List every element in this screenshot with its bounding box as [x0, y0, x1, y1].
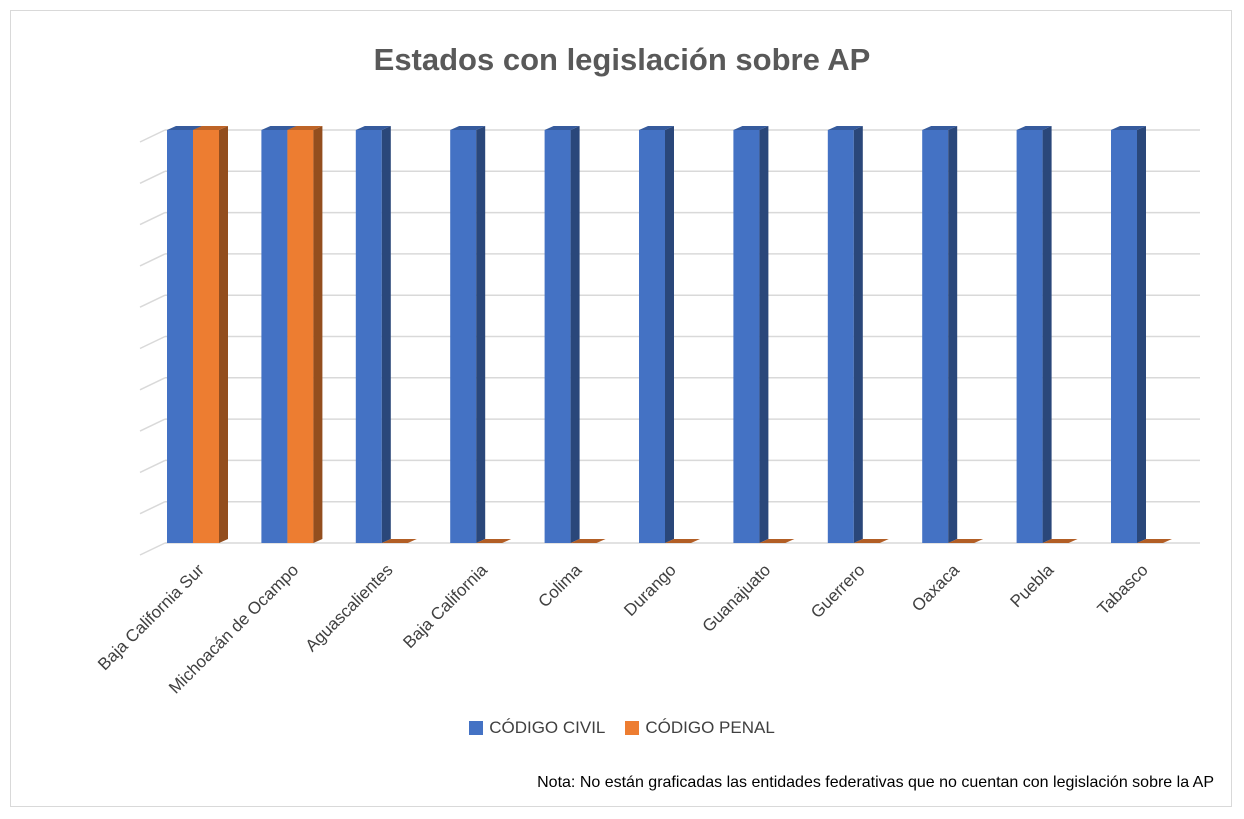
gridline-depth [139, 542, 166, 556]
x-tick-label: Guerrero [807, 560, 869, 622]
gridline-depth [139, 253, 166, 267]
bar-civil [1111, 126, 1146, 543]
x-tick-label: Durango [620, 560, 680, 620]
bar-penal [665, 539, 700, 543]
bar-penal [1137, 539, 1172, 543]
x-tick-label: Baja California [399, 560, 491, 652]
x-tick-label: Puebla [1007, 560, 1058, 611]
bar-penal [853, 539, 889, 543]
bar-penal [193, 126, 228, 543]
chart-note: Nota: No están graficadas las entidades … [537, 774, 1214, 791]
bar-penal [570, 539, 606, 543]
x-tick-label: Tabasco [1094, 560, 1152, 618]
bar-penal [287, 126, 323, 543]
bar-civil [827, 126, 863, 543]
gridline-depth [139, 129, 166, 143]
gridline-depth [139, 335, 166, 350]
legend-item-civil: CÓDIGO CIVIL [469, 718, 605, 738]
legend-label-civil: CÓDIGO CIVIL [489, 718, 606, 737]
bar-civil [1016, 126, 1052, 543]
bar-civil [355, 126, 391, 543]
bar-penal [381, 539, 417, 543]
bar-civil [450, 126, 486, 543]
legend-item-penal: CÓDIGO PENAL [625, 718, 775, 738]
gridline-depth [139, 377, 166, 391]
bar-civil [922, 126, 958, 543]
gridline-depth [139, 211, 166, 226]
gridline-depth [139, 501, 166, 515]
bars [167, 126, 1172, 543]
bar-civil [733, 126, 769, 543]
bar-civil [639, 126, 674, 543]
legend-label-penal: CÓDIGO PENAL [645, 718, 775, 737]
legend: CÓDIGO CIVIL CÓDIGO PENAL [0, 718, 1244, 738]
x-tick-label: Colima [535, 560, 586, 611]
x-tick-label: Guanajuato [699, 560, 775, 636]
legend-swatch-civil [469, 721, 484, 735]
chart-title: Estados con legislación sobre AP [373, 42, 871, 77]
gridline-depth [139, 294, 166, 308]
gridline-depth [139, 459, 166, 474]
gridline-depth [139, 170, 166, 184]
bar-civil [544, 126, 580, 543]
x-tick-label: Oaxaca [908, 560, 963, 615]
gridline-depth [139, 418, 166, 432]
bar-penal [948, 539, 984, 543]
legend-swatch-penal [625, 721, 640, 735]
x-tick-label: Aguascalientes [302, 560, 397, 655]
bar-penal [476, 539, 512, 543]
bar-penal [759, 539, 795, 543]
bar-penal [1042, 539, 1078, 543]
